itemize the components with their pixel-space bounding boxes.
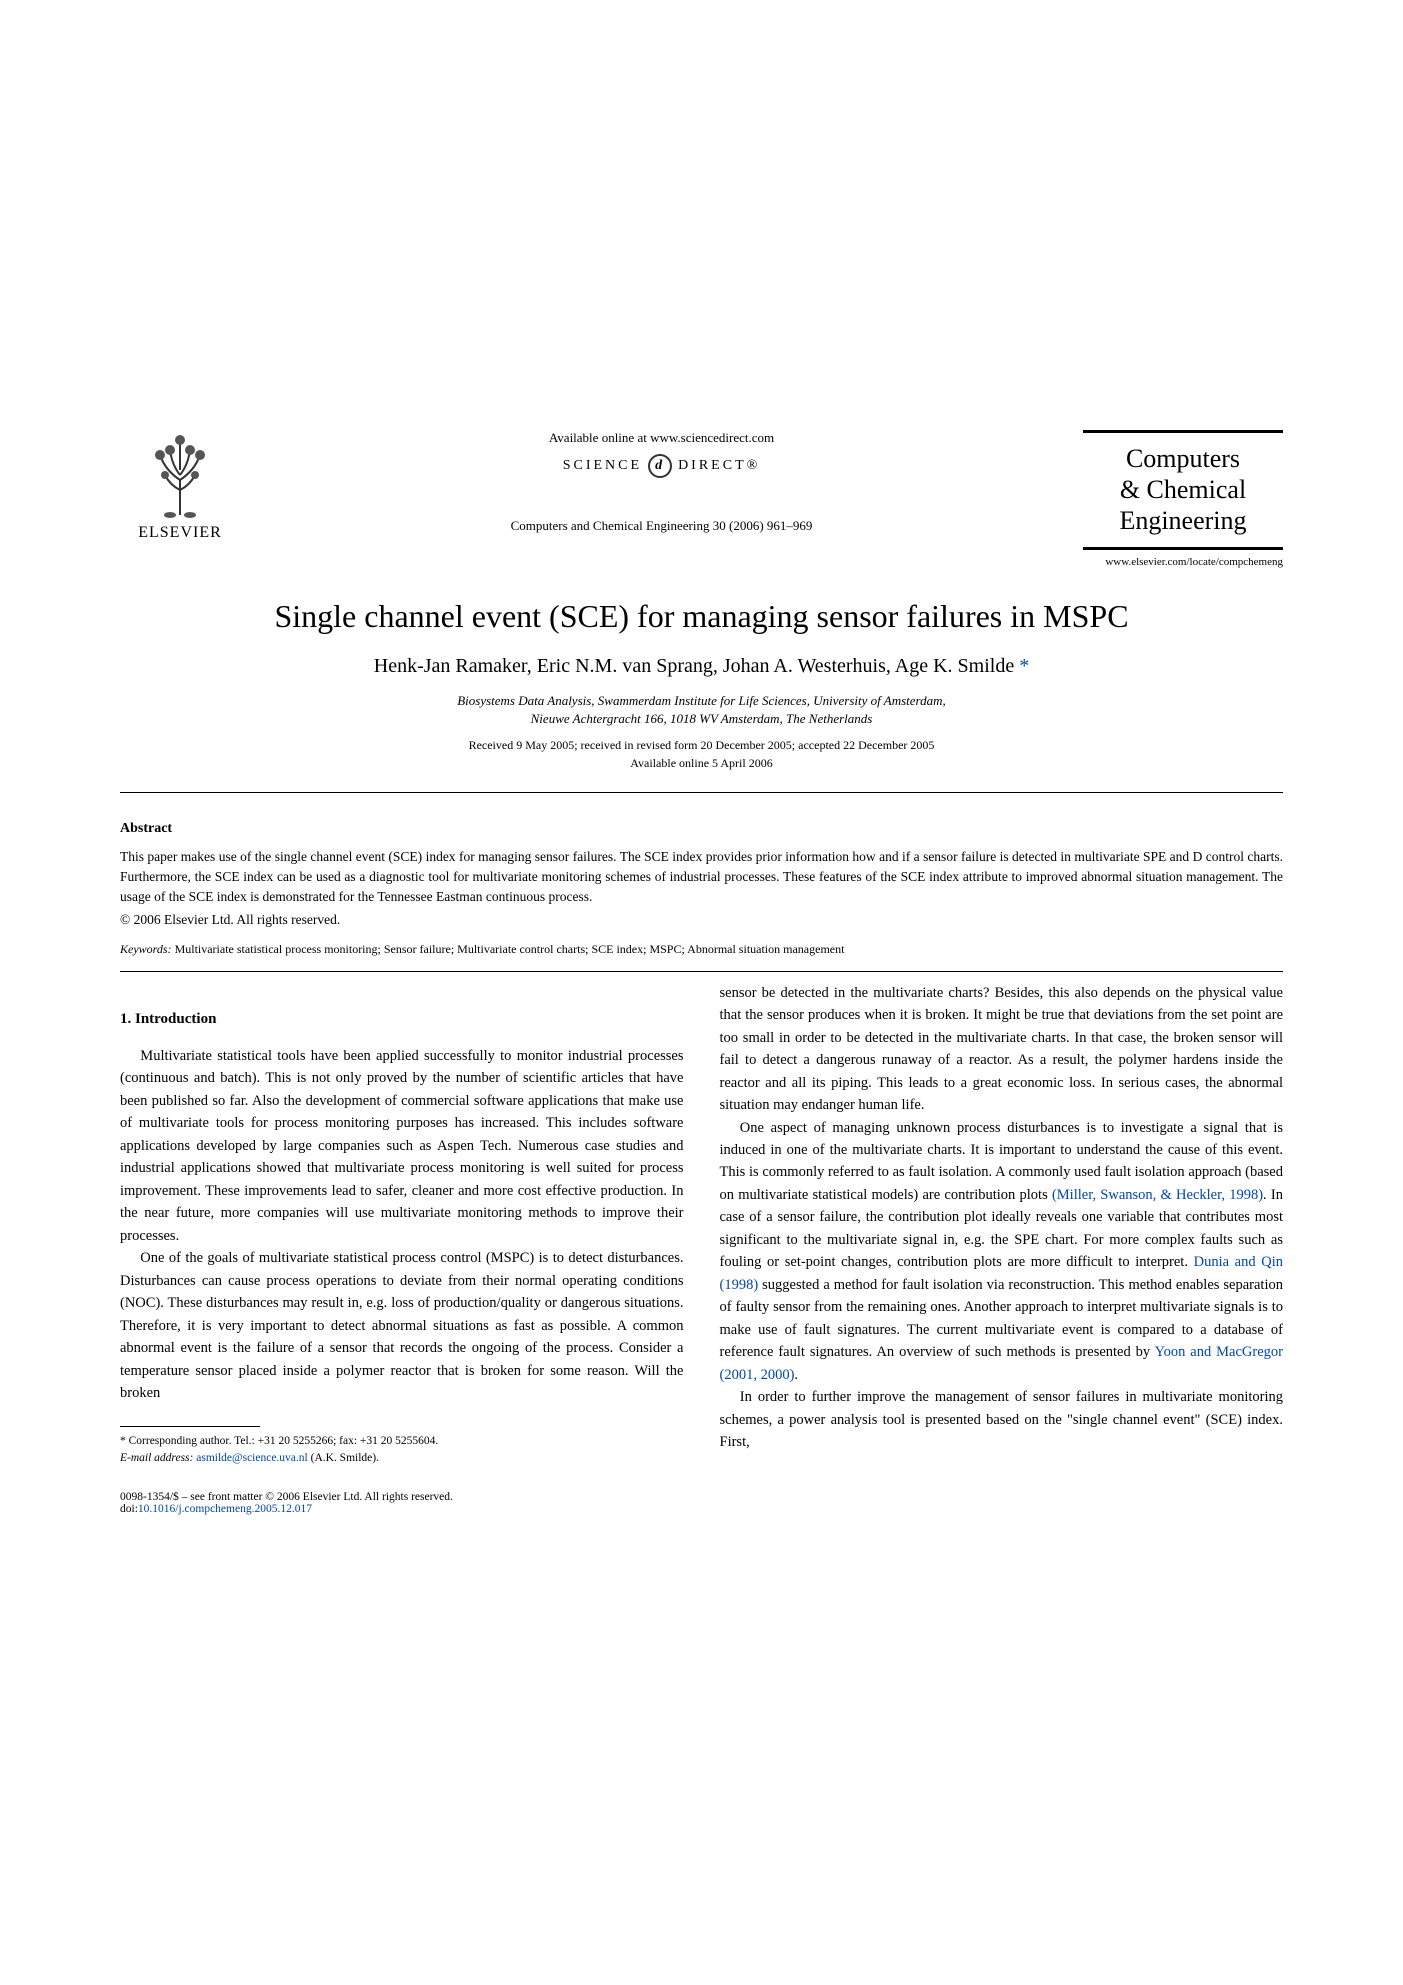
citation-miller[interactable]: (Miller, Swanson, & Heckler, 1998) <box>1052 1187 1263 1203</box>
rule-above-abstract <box>120 792 1283 793</box>
elsevier-tree-icon <box>140 430 220 520</box>
science-direct-d-icon: d <box>648 454 672 478</box>
affiliation-line2: Nieuwe Achtergracht 166, 1018 WV Amsterd… <box>120 710 1283 728</box>
keywords-text: Multivariate statistical process monitor… <box>175 942 845 956</box>
intro-para-4: One aspect of managing unknown process d… <box>720 1117 1284 1387</box>
abstract-body: This paper makes use of the single chann… <box>120 847 1283 908</box>
dates-line1: Received 9 May 2005; received in revised… <box>120 736 1283 754</box>
doi-line: doi:10.1016/j.compchemeng.2005.12.017 <box>120 1503 1283 1515</box>
p4-d: . <box>794 1367 798 1383</box>
publisher-logo-block: ELSEVIER <box>120 430 240 542</box>
section-1-heading: 1. Introduction <box>120 1008 684 1031</box>
journal-title-line1: Computers <box>1097 443 1269 474</box>
journal-title-line2: & Chemical <box>1097 474 1269 505</box>
journal-title-line3: Engineering <box>1097 505 1269 536</box>
footnote-email-tail: (A.K. Smilde). <box>308 1452 379 1464</box>
footnote-line1: * Corresponding author. Tel.: +31 20 525… <box>120 1433 684 1450</box>
affiliation-line1: Biosystems Data Analysis, Swammerdam Ins… <box>120 692 1283 710</box>
journal-title-box: Computers & Chemical Engineering <box>1083 430 1283 550</box>
body-columns: 1. Introduction Multivariate statistical… <box>120 982 1283 1467</box>
footnote-rule <box>120 1426 260 1427</box>
corresponding-footnote: * Corresponding author. Tel.: +31 20 525… <box>120 1433 684 1466</box>
keywords-line: Keywords: Multivariate statistical proce… <box>120 942 1283 957</box>
header-center: Available online at www.sciencedirect.co… <box>240 430 1083 534</box>
available-online-text: Available online at www.sciencedirect.co… <box>260 430 1063 446</box>
keywords-label: Keywords: <box>120 942 172 956</box>
science-direct-right: DIRECT® <box>678 458 760 474</box>
journal-url: www.elsevier.com/locate/compchemeng <box>1083 556 1283 568</box>
corresponding-asterisk: * <box>1019 655 1029 677</box>
footnote-email-label: E-mail address: <box>120 1452 193 1464</box>
intro-para-1: Multivariate statistical tools have been… <box>120 1045 684 1247</box>
publisher-name: ELSEVIER <box>138 524 222 542</box>
footnote-email[interactable]: asmilde@science.uva.nl <box>196 1452 308 1464</box>
dates-line2: Available online 5 April 2006 <box>120 754 1283 772</box>
footer: 0098-1354/$ – see front matter © 2006 El… <box>120 1491 1283 1515</box>
article-dates: Received 9 May 2005; received in revised… <box>120 736 1283 772</box>
header-row: ELSEVIER Available online at www.science… <box>120 430 1283 568</box>
journal-reference: Computers and Chemical Engineering 30 (2… <box>260 518 1063 534</box>
doi-link[interactable]: 10.1016/j.compchemeng.2005.12.017 <box>138 1503 312 1515</box>
affiliation: Biosystems Data Analysis, Swammerdam Ins… <box>120 692 1283 728</box>
abstract-copyright: © 2006 Elsevier Ltd. All rights reserved… <box>120 912 1283 928</box>
authors-names: Henk-Jan Ramaker, Eric N.M. van Sprang, … <box>374 655 1014 677</box>
footnote-line2: E-mail address: asmilde@science.uva.nl (… <box>120 1450 684 1467</box>
front-matter-line: 0098-1354/$ – see front matter © 2006 El… <box>120 1491 1283 1503</box>
rule-below-keywords <box>120 971 1283 972</box>
intro-para-5: In order to further improve the manageme… <box>720 1386 1284 1453</box>
journal-title-block: Computers & Chemical Engineering www.els… <box>1083 430 1283 568</box>
abstract-heading: Abstract <box>120 821 1283 837</box>
science-direct-logo: SCIENCE d DIRECT® <box>260 454 1063 478</box>
intro-para-2: One of the goals of multivariate statist… <box>120 1247 684 1404</box>
doi-label: doi: <box>120 1503 138 1515</box>
article-title: Single channel event (SCE) for managing … <box>120 598 1283 635</box>
intro-para-3: sensor be detected in the multivariate c… <box>720 982 1284 1117</box>
authors-line: Henk-Jan Ramaker, Eric N.M. van Sprang, … <box>120 655 1283 678</box>
science-direct-left: SCIENCE <box>563 458 642 474</box>
